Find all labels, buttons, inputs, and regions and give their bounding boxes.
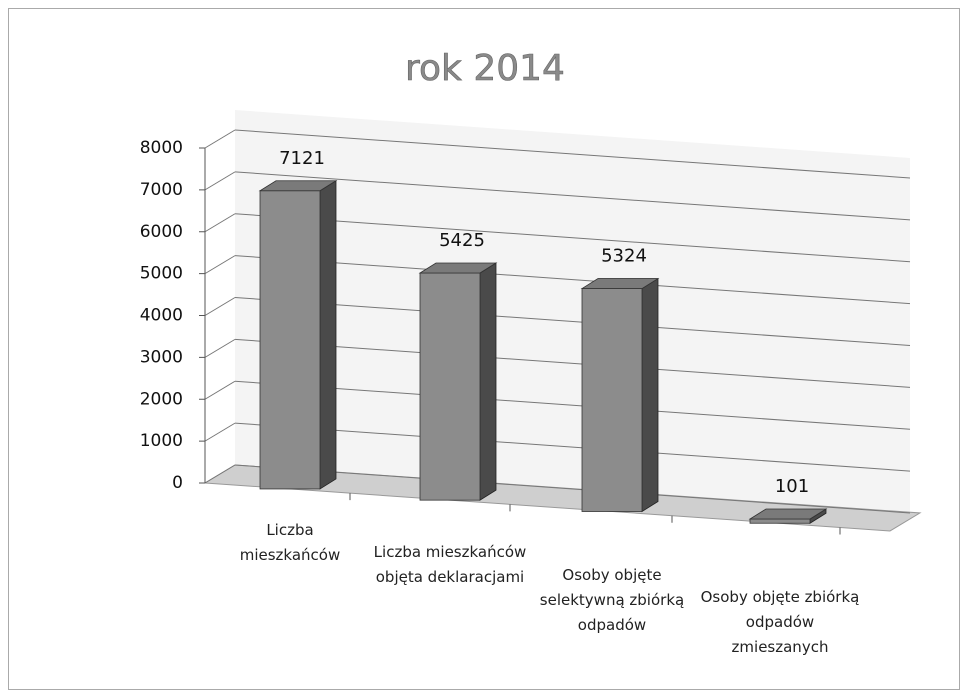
- grid-connector: [204, 297, 236, 316]
- y-tick-label: 5000: [140, 264, 183, 284]
- grid-connector: [204, 171, 236, 191]
- x-tick-label: Osoby objęte selektywną zbiórką odpadów: [539, 566, 685, 634]
- value-label: 7121: [279, 148, 325, 169]
- y-tick-label: 6000: [140, 222, 183, 242]
- bar-side: [479, 262, 497, 501]
- bar: [749, 518, 811, 524]
- y-tick-label: 0: [172, 473, 183, 493]
- grid-connector: [204, 338, 236, 358]
- chart-title: rok 2014: [405, 48, 565, 89]
- bar-top: [748, 508, 828, 520]
- grid-connector: [204, 380, 236, 400]
- chart-frame: [8, 8, 960, 690]
- bar-side: [319, 180, 337, 490]
- x-tick-label: Liczba mieszkańców: [239, 521, 341, 564]
- grid-connector: [204, 255, 236, 275]
- grid-line: [234, 129, 911, 179]
- y-tick-label: 4000: [140, 306, 183, 326]
- bar-top: [418, 262, 498, 274]
- grid-line: [234, 338, 911, 388]
- value-label: 5324: [601, 246, 647, 267]
- bar: [259, 190, 321, 490]
- y-tick-label: 3000: [140, 347, 183, 367]
- grid-connector: [204, 422, 236, 442]
- value-label: 101: [775, 476, 809, 497]
- y-tick-label: 7000: [140, 180, 183, 200]
- grid-line: [234, 171, 911, 221]
- grid-line: [234, 464, 911, 514]
- x-tick-label: Liczba mieszkańców objęta deklaracjami: [373, 543, 527, 586]
- grid-connector: [204, 129, 236, 149]
- bar-side: [641, 277, 659, 513]
- y-tick-label: 2000: [140, 389, 183, 409]
- bar: [581, 288, 643, 512]
- bar-top: [258, 180, 338, 192]
- grid-line: [234, 255, 911, 305]
- grid-connector: [204, 213, 236, 233]
- value-label: 5425: [439, 230, 485, 251]
- back-wall: [235, 110, 910, 513]
- bar: [419, 272, 481, 501]
- grid-line: [234, 380, 911, 430]
- bar-top: [580, 278, 660, 289]
- grid-line: [234, 422, 911, 472]
- x-tick-label: Osoby objęte zbiórką odpadów zmieszanych: [700, 588, 860, 656]
- grid-line: [234, 213, 911, 263]
- grid-line: [234, 297, 911, 346]
- grid-connector: [204, 464, 236, 484]
- y-tick-label: 8000: [140, 138, 183, 158]
- y-tick-label: 1000: [140, 431, 183, 451]
